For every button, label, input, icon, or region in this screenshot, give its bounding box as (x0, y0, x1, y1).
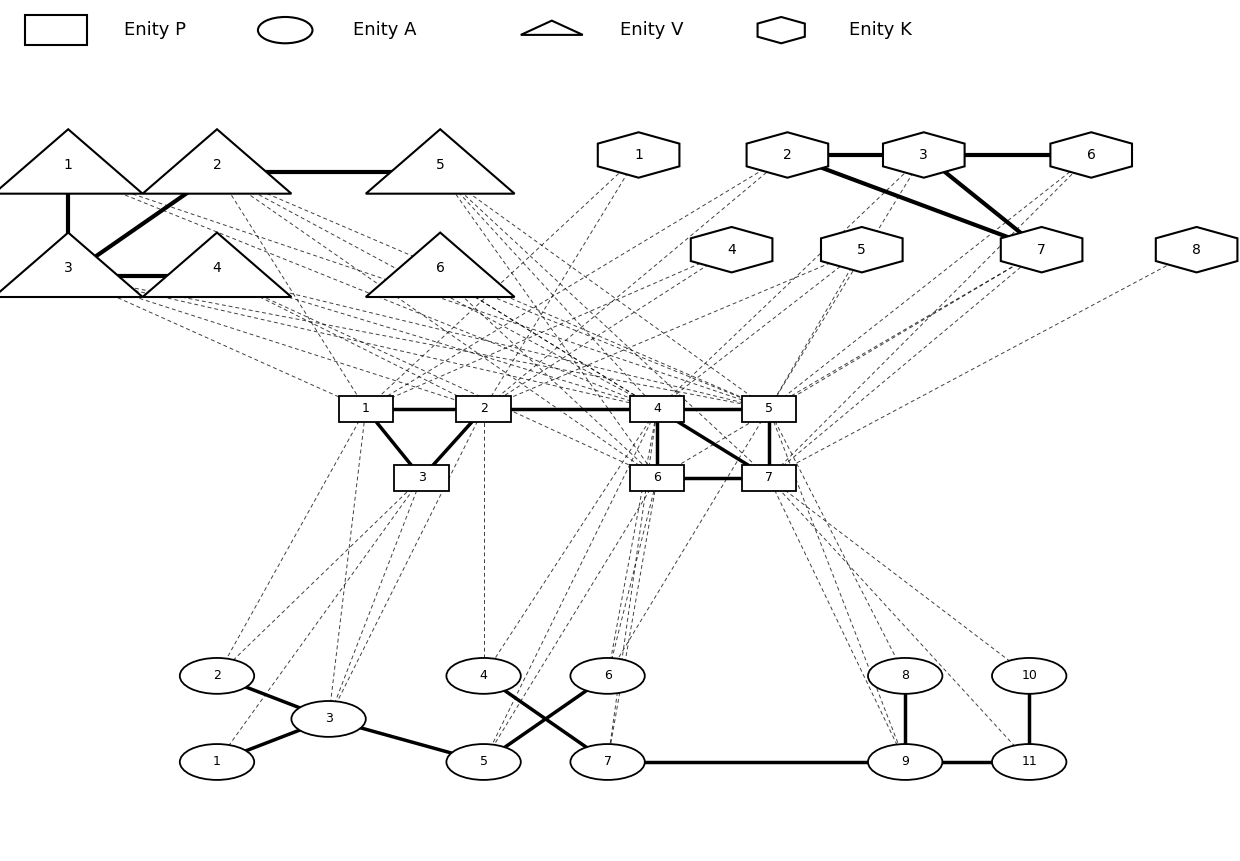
Text: 10: 10 (1022, 669, 1037, 683)
Ellipse shape (570, 658, 645, 694)
Polygon shape (366, 232, 515, 297)
Text: 2: 2 (480, 402, 487, 416)
FancyBboxPatch shape (630, 396, 684, 422)
Text: 1: 1 (634, 148, 644, 162)
Text: 7: 7 (1037, 243, 1047, 257)
Text: 11: 11 (1022, 755, 1037, 769)
Polygon shape (746, 133, 828, 177)
Polygon shape (143, 129, 291, 194)
Polygon shape (143, 232, 291, 297)
Ellipse shape (446, 744, 521, 780)
Text: Enity P: Enity P (124, 22, 186, 39)
FancyBboxPatch shape (742, 396, 796, 422)
Text: Enity K: Enity K (849, 22, 913, 39)
Text: 1: 1 (63, 158, 73, 171)
FancyBboxPatch shape (456, 396, 511, 422)
Ellipse shape (570, 744, 645, 780)
Polygon shape (1001, 227, 1083, 272)
Text: 3: 3 (325, 712, 332, 726)
Text: 8: 8 (1192, 243, 1202, 257)
Text: 9: 9 (901, 755, 909, 769)
Text: 2: 2 (782, 148, 792, 162)
Text: Enity V: Enity V (620, 22, 683, 39)
Text: 1: 1 (362, 402, 370, 416)
Polygon shape (521, 21, 583, 35)
Ellipse shape (291, 701, 366, 737)
Text: 7: 7 (765, 471, 773, 485)
Text: 3: 3 (919, 148, 929, 162)
Polygon shape (883, 133, 965, 177)
Polygon shape (758, 17, 805, 43)
Ellipse shape (992, 658, 1066, 694)
Polygon shape (691, 227, 773, 272)
Polygon shape (1050, 133, 1132, 177)
Polygon shape (598, 133, 680, 177)
FancyBboxPatch shape (25, 15, 87, 45)
Text: 5: 5 (480, 755, 487, 769)
Ellipse shape (258, 17, 312, 43)
FancyBboxPatch shape (630, 465, 684, 491)
Text: 8: 8 (901, 669, 909, 683)
Text: 2: 2 (212, 158, 222, 171)
FancyBboxPatch shape (742, 465, 796, 491)
Text: 2: 2 (213, 669, 221, 683)
Polygon shape (1156, 227, 1238, 272)
Text: 6: 6 (1086, 148, 1096, 162)
Text: 3: 3 (418, 471, 425, 485)
Ellipse shape (180, 744, 254, 780)
Text: 5: 5 (765, 402, 773, 416)
Ellipse shape (868, 658, 942, 694)
Polygon shape (0, 129, 143, 194)
Text: 7: 7 (604, 755, 611, 769)
Text: 5: 5 (435, 158, 445, 171)
Polygon shape (366, 129, 515, 194)
Text: 4: 4 (480, 669, 487, 683)
Text: 6: 6 (653, 471, 661, 485)
Text: 1: 1 (213, 755, 221, 769)
Text: 3: 3 (63, 261, 73, 275)
Ellipse shape (180, 658, 254, 694)
Ellipse shape (992, 744, 1066, 780)
Text: 6: 6 (435, 261, 445, 275)
FancyBboxPatch shape (339, 396, 393, 422)
Polygon shape (821, 227, 903, 272)
Text: 4: 4 (212, 261, 222, 275)
Text: 4: 4 (727, 243, 737, 257)
Text: 6: 6 (604, 669, 611, 683)
Text: 4: 4 (653, 402, 661, 416)
Text: 5: 5 (857, 243, 867, 257)
Text: Enity A: Enity A (353, 22, 417, 39)
Ellipse shape (868, 744, 942, 780)
FancyBboxPatch shape (394, 465, 449, 491)
Polygon shape (0, 232, 143, 297)
Ellipse shape (446, 658, 521, 694)
